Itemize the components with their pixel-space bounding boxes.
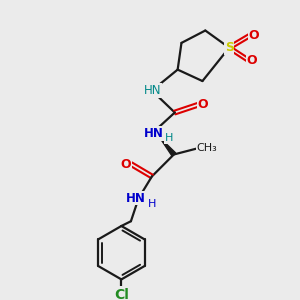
Text: S: S <box>225 41 234 54</box>
Text: HN: HN <box>126 192 146 205</box>
Text: HN: HN <box>144 127 164 140</box>
Text: O: O <box>249 29 259 42</box>
Text: H: H <box>165 133 173 143</box>
Text: O: O <box>197 98 208 111</box>
Text: HN: HN <box>144 84 162 97</box>
Text: O: O <box>247 54 257 67</box>
Text: CH₃: CH₃ <box>197 143 218 153</box>
Text: H: H <box>148 199 156 209</box>
Text: Cl: Cl <box>114 288 129 300</box>
Text: O: O <box>121 158 131 170</box>
Polygon shape <box>160 137 176 156</box>
